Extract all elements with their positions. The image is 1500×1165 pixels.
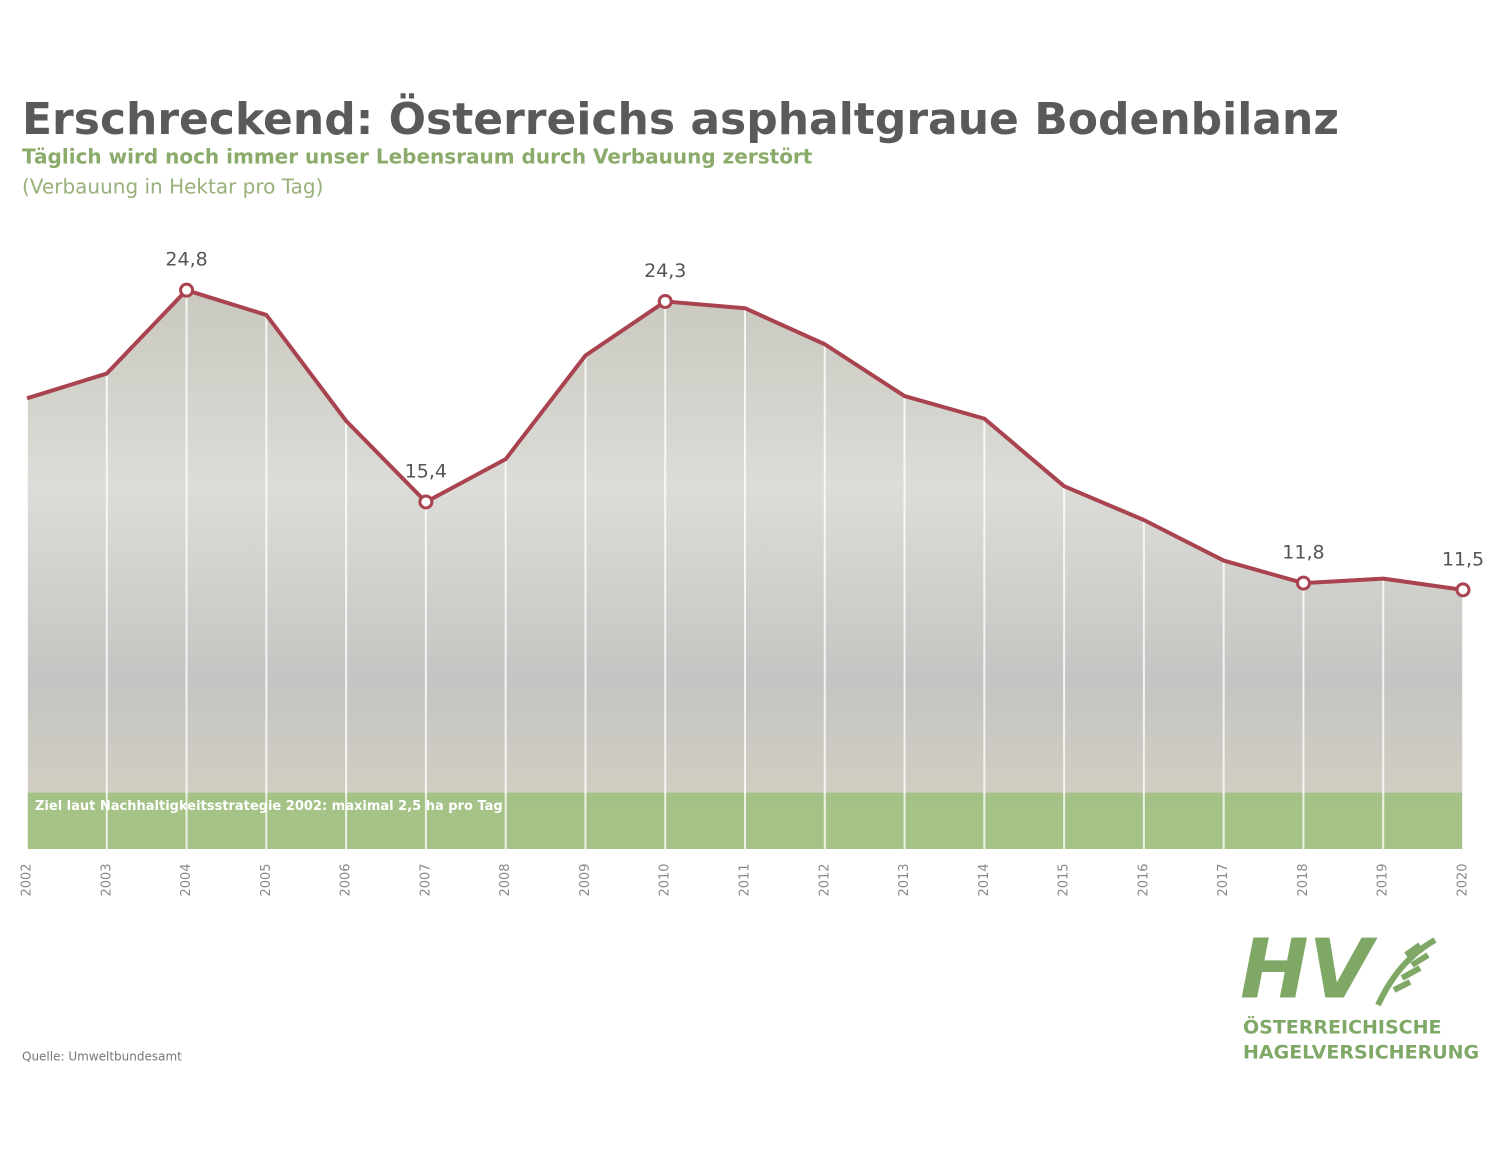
- x-tick-label: 2016: [1136, 863, 1151, 896]
- x-tick-label: 2012: [817, 863, 832, 896]
- x-tick-label: 2009: [578, 863, 593, 896]
- point: [179, 282, 195, 298]
- source: Quelle: Umweltbundesamt: [22, 1050, 182, 1064]
- logo-line: HAGELVERSICHERUNG: [1243, 1042, 1479, 1064]
- chart-title: Erschreckend: Österreichs asphaltgraue B…: [22, 92, 1339, 145]
- value-label: 11,5: [1442, 548, 1484, 570]
- value-label: 24,8: [165, 249, 207, 271]
- unit-note: (Verbauung in Hektar pro Tag): [22, 175, 323, 199]
- x-tick-label: 2020: [1456, 863, 1471, 896]
- x-tick-label: 2017: [1216, 863, 1231, 896]
- logo-wheat: [1375, 937, 1437, 1007]
- logo-line: ÖSTERREICHISCHE: [1243, 1015, 1442, 1039]
- point: [1455, 582, 1471, 598]
- point: [657, 293, 673, 309]
- point: [418, 494, 434, 510]
- x-tick-label: 2014: [977, 863, 992, 896]
- x-tick-label: 2003: [99, 863, 114, 896]
- x-tick-label: 2005: [259, 863, 274, 896]
- logo-mark: HV: [1240, 922, 1378, 1017]
- value-label: 24,3: [644, 260, 686, 282]
- chart-subtitle: Täglich wird noch immer unser Lebensraum…: [22, 145, 813, 169]
- logo: HV ÖSTERREICHISCHE HAGELVERSICHERUNG: [1240, 922, 1479, 1063]
- x-tick-label: 2019: [1376, 863, 1391, 896]
- point: [1295, 575, 1311, 591]
- line: [26, 288, 1464, 592]
- value-label: 15,4: [405, 460, 447, 482]
- value-label: 11,8: [1282, 542, 1324, 564]
- x-tick-label: 2004: [179, 863, 194, 896]
- x-tick-label: 2006: [339, 863, 354, 896]
- x-tick-label: 2013: [897, 863, 912, 896]
- x-tick-label: 2002: [20, 863, 35, 896]
- x-tick-label: 2015: [1057, 863, 1072, 896]
- x-tick-label: 2008: [498, 863, 513, 896]
- target-label: Ziel laut Nachhaltigkeitsstrategie 2002:…: [35, 799, 503, 814]
- x-tick-label: 2007: [418, 863, 433, 896]
- x-tick-label: 2018: [1296, 863, 1311, 896]
- x-tick-label: 2011: [738, 863, 753, 896]
- x-tick-label: 2010: [658, 863, 673, 896]
